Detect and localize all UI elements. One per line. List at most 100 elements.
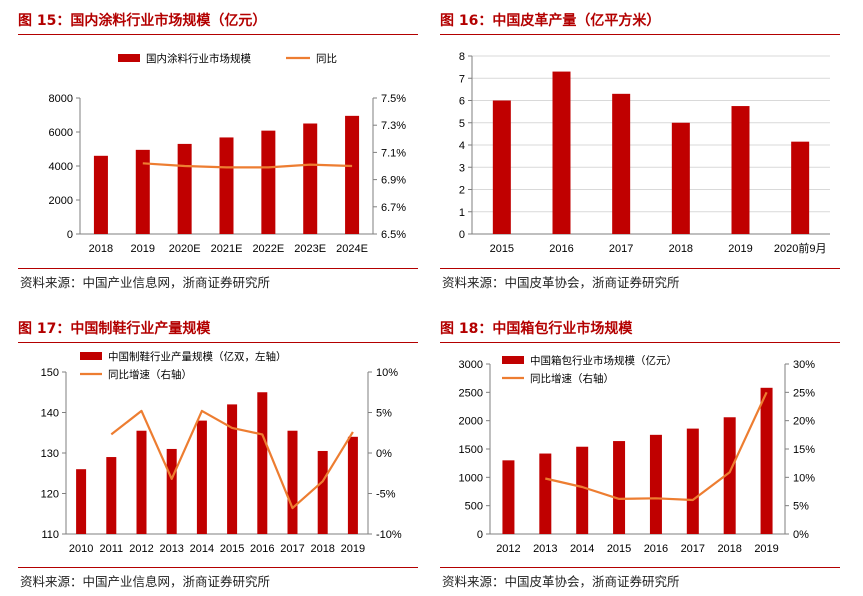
x-tick-label: 2016 bbox=[549, 243, 573, 255]
bar bbox=[671, 122, 690, 234]
y2-tick-label: 20% bbox=[793, 416, 815, 428]
bar bbox=[347, 436, 358, 534]
x-tick-label: 2019 bbox=[341, 543, 365, 555]
x-tick-label: 2015 bbox=[220, 543, 244, 555]
y-tick-label: 0 bbox=[459, 229, 465, 241]
y-tick-label: 7 bbox=[459, 73, 465, 85]
panel-leather: 图 16：中国皮革产量（亿平方米） 0 1 2 3 4 5 6 7 8 2015 2016 2017 2… bbox=[440, 10, 840, 295]
chart-luggage: 0 500 1000 1500 2000 2500 3000 0% 5% 10% 15% 20% 25%… bbox=[459, 354, 816, 555]
chart-title: 图 18：中国箱包行业市场规模 bbox=[440, 321, 633, 337]
x-tick-label: 2017 bbox=[681, 543, 705, 555]
source-rule bbox=[440, 567, 840, 568]
bar bbox=[177, 143, 192, 234]
x-tick-label: 2022E bbox=[252, 243, 284, 255]
x-tick-label: 2019 bbox=[754, 543, 778, 555]
y2-tick-label: 30% bbox=[793, 359, 815, 371]
chart-title: 图 16：中国皮革产量（亿平方米） bbox=[440, 13, 661, 29]
bar bbox=[613, 441, 626, 534]
title-rule bbox=[18, 342, 418, 343]
x-tick-label: 2023E bbox=[294, 243, 326, 255]
chart-coatings: 0 2000 4000 6000 8000 6.5% 6.7% 6.9% 7.1% 7.3% 7.5… bbox=[49, 52, 407, 255]
x-tick-label: 2014 bbox=[190, 543, 214, 555]
source-rule bbox=[18, 567, 418, 568]
y-tick-label: 2500 bbox=[459, 387, 483, 399]
bar bbox=[303, 123, 318, 234]
bar bbox=[686, 428, 699, 534]
y2-tick-label: 0% bbox=[793, 529, 809, 541]
x-tick-label: 2018 bbox=[89, 243, 113, 255]
x-tick-label: 2018 bbox=[669, 243, 693, 255]
source-rule bbox=[18, 268, 418, 269]
legend-label: 中国制鞋行业产量规模（亿双，左轴） bbox=[108, 350, 287, 363]
panel-luggage: 图 18：中国箱包行业市场规模 0 500 1000 1500 2000 2500 3000… bbox=[440, 318, 840, 596]
legend-label: 中国箱包行业市场规模（亿元） bbox=[530, 354, 677, 367]
bar bbox=[166, 448, 177, 534]
panel-coatings: 图 15：国内涂料行业市场规模（亿元） 0 2000 4000 6000 8000 6.5… bbox=[18, 10, 418, 295]
panel-footwear: 图 17：中国制鞋行业产量规模 110 120 130 140 150 -10% -5% 0%… bbox=[18, 318, 418, 596]
y2-tick-label: 10% bbox=[793, 472, 815, 484]
x-tick-label: 2013 bbox=[159, 543, 183, 555]
y-tick-label: 110 bbox=[41, 529, 59, 541]
bar bbox=[492, 100, 511, 234]
chart-source: 资料来源：中国产业信息网，浙商证券研究所 bbox=[20, 574, 271, 589]
y-tick-label: 130 bbox=[41, 448, 59, 460]
y2-tick-label: 7.3% bbox=[381, 120, 406, 132]
x-tick-label: 2017 bbox=[609, 243, 633, 255]
bar bbox=[287, 430, 298, 534]
x-tick-label: 2013 bbox=[533, 543, 557, 555]
bar bbox=[257, 392, 268, 534]
legend-label: 同比增速（右轴） bbox=[108, 368, 192, 381]
bar bbox=[760, 387, 773, 534]
bar bbox=[261, 130, 276, 234]
x-tick-label: 2018 bbox=[310, 543, 334, 555]
y-tick-label: 120 bbox=[41, 489, 59, 501]
y-tick-label: 2000 bbox=[459, 416, 483, 428]
y2-tick-label: 6.9% bbox=[381, 175, 406, 187]
title-rule bbox=[440, 342, 840, 343]
bar bbox=[135, 149, 150, 234]
y-tick-label: 0 bbox=[67, 229, 73, 241]
x-tick-label: 2010 bbox=[69, 543, 93, 555]
bar bbox=[136, 430, 147, 534]
series-line bbox=[110, 409, 354, 510]
y-tick-label: 0 bbox=[477, 529, 483, 541]
y2-tick-label: -5% bbox=[376, 489, 396, 501]
chart-source: 资料来源：中国皮革协会，浙商证券研究所 bbox=[442, 574, 680, 589]
legend-label: 同比增速（右轴） bbox=[530, 372, 614, 385]
bar bbox=[196, 420, 207, 534]
bar bbox=[317, 450, 328, 534]
y2-tick-label: 7.5% bbox=[381, 93, 406, 105]
y-tick-label: 6 bbox=[459, 96, 465, 108]
y-tick-label: 150 bbox=[41, 367, 59, 379]
x-tick-label: 2019 bbox=[728, 243, 752, 255]
title-rule bbox=[18, 34, 418, 35]
x-tick-label: 2020E bbox=[169, 243, 201, 255]
y-tick-label: 8000 bbox=[49, 93, 73, 105]
y-tick-label: 6000 bbox=[49, 127, 73, 139]
bar bbox=[219, 137, 234, 234]
y-tick-label: 1 bbox=[459, 207, 465, 219]
title-rule bbox=[440, 34, 840, 35]
x-tick-label: 2012 bbox=[496, 543, 520, 555]
bar bbox=[731, 106, 750, 234]
y2-tick-label: 5% bbox=[376, 408, 392, 420]
legend-swatch-bar bbox=[502, 356, 524, 364]
chart-source: 资料来源：中国产业信息网，浙商证券研究所 bbox=[20, 275, 271, 290]
source-rule bbox=[440, 268, 840, 269]
bar bbox=[649, 434, 662, 534]
chart-leather: 0 1 2 3 4 5 6 7 8 2015 2016 2017 2018 2019 2020前9月 bbox=[459, 51, 830, 255]
y2-tick-label: 15% bbox=[793, 444, 815, 456]
bar bbox=[93, 155, 108, 234]
x-tick-label: 2012 bbox=[129, 543, 153, 555]
chart-source: 资料来源：中国皮革协会，浙商证券研究所 bbox=[442, 275, 680, 290]
legend-swatch-bar bbox=[118, 54, 140, 62]
bar bbox=[345, 115, 360, 234]
legend-swatch-bar bbox=[80, 352, 102, 360]
chart-title: 图 17：中国制鞋行业产量规模 bbox=[18, 321, 211, 337]
bar bbox=[227, 404, 238, 534]
x-tick-label: 2016 bbox=[250, 543, 274, 555]
x-tick-label: 2015 bbox=[607, 543, 631, 555]
y-tick-label: 2000 bbox=[49, 195, 73, 207]
y2-tick-label: 6.5% bbox=[381, 229, 406, 241]
y2-tick-label: 5% bbox=[793, 501, 809, 513]
